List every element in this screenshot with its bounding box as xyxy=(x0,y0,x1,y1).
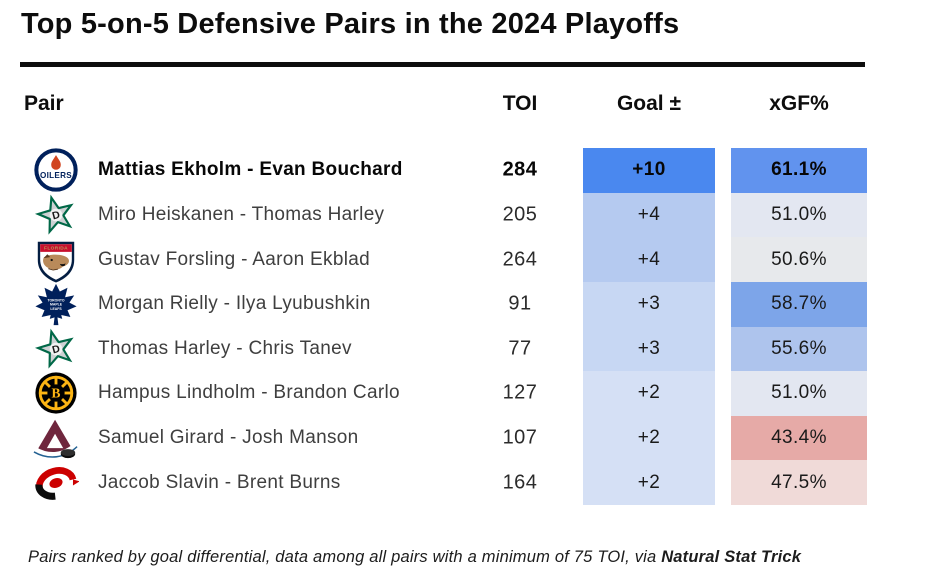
pair-names: Miro Heiskanen - Thomas Harley xyxy=(98,203,385,225)
pair-names: Morgan Rielly - Ilya Lyubushkin xyxy=(98,293,371,315)
avalanche-logo xyxy=(32,414,80,462)
goal-diff-cell: +3 xyxy=(583,326,715,372)
toi-value: 107 xyxy=(502,426,538,449)
table-row-3: Gustav Forsling - Aaron Ekblad 264 +4 50… xyxy=(0,237,946,282)
goal-diff-cell: +4 xyxy=(583,192,715,238)
toi-value: 77 xyxy=(508,337,532,360)
goal-diff-cell: +10 xyxy=(583,148,715,193)
pair-names: Samuel Girard - Josh Manson xyxy=(98,427,359,449)
goal-diff-cell: +2 xyxy=(583,371,715,416)
xgf-cell: 47.5% xyxy=(731,460,867,505)
table-row-5: Thomas Harley - Chris Tanev 77 +3 55.6% xyxy=(0,327,946,372)
xgf-cell: 55.6% xyxy=(731,326,867,372)
toi-value: 164 xyxy=(502,471,538,494)
xgf-cell: 61.1% xyxy=(731,148,867,193)
table-row-8: Jaccob Slavin - Brent Burns 164 +2 47.5% xyxy=(0,460,946,505)
footer-note: Pairs ranked by goal differential, data … xyxy=(28,548,801,567)
leafs-logo xyxy=(32,280,80,328)
goal-diff-cell: +3 xyxy=(583,281,715,327)
xgf-cell: 50.6% xyxy=(731,237,867,282)
xgf-cell: 51.0% xyxy=(731,192,867,238)
table-row-6: Hampus Lindholm - Brandon Carlo 127 +2 5… xyxy=(0,371,946,416)
goal-diff-cell: +2 xyxy=(583,460,715,505)
toi-value: 284 xyxy=(502,158,538,181)
bruins-logo xyxy=(32,369,80,417)
column-header-xgf: xGF% xyxy=(769,92,829,115)
pair-names: Jaccob Slavin - Brent Burns xyxy=(98,471,341,493)
column-header-pair: Pair xyxy=(24,92,64,115)
column-header-toi: TOI xyxy=(502,92,538,115)
stars-logo xyxy=(32,191,80,239)
table-row-1: Mattias Ekholm - Evan Bouchard 284 +10 6… xyxy=(0,148,946,193)
table-header: Pair TOI Goal ± xGF% xyxy=(0,90,946,118)
xgf-cell: 58.7% xyxy=(731,281,867,327)
oilers-logo xyxy=(32,146,80,194)
pair-names: Thomas Harley - Chris Tanev xyxy=(98,337,352,359)
pair-names: Mattias Ekholm - Evan Bouchard xyxy=(98,159,403,181)
footer-source: Natural Stat Trick xyxy=(661,548,802,566)
pair-names: Hampus Lindholm - Brandon Carlo xyxy=(98,382,400,404)
table-row-4: Morgan Rielly - Ilya Lyubushkin 91 +3 58… xyxy=(0,280,946,328)
stars-logo xyxy=(32,325,80,373)
toi-value: 91 xyxy=(508,292,532,315)
table-row-2: Miro Heiskanen - Thomas Harley 205 +4 51… xyxy=(0,193,946,238)
xgf-cell: 51.0% xyxy=(731,371,867,416)
toi-value: 127 xyxy=(502,381,538,404)
table-row-7: Samuel Girard - Josh Manson 107 +2 43.4% xyxy=(0,414,946,462)
table-body: Mattias Ekholm - Evan Bouchard 284 +10 6… xyxy=(0,148,946,505)
toi-value: 205 xyxy=(502,203,538,226)
hurricanes-logo xyxy=(32,459,80,507)
pair-names: Gustav Forsling - Aaron Ekblad xyxy=(98,248,370,270)
goal-diff-cell: +4 xyxy=(583,237,715,282)
toi-value: 264 xyxy=(502,248,538,271)
title-underline xyxy=(20,62,865,67)
page-title: Top 5-on-5 Defensive Pairs in the 2024 P… xyxy=(21,8,680,40)
goal-diff-cell: +2 xyxy=(583,415,715,461)
footer-note-text: Pairs ranked by goal differential, data … xyxy=(28,548,662,566)
panthers-logo xyxy=(32,236,80,284)
xgf-cell: 43.4% xyxy=(731,415,867,461)
column-header-goal-diff: Goal ± xyxy=(616,92,682,115)
